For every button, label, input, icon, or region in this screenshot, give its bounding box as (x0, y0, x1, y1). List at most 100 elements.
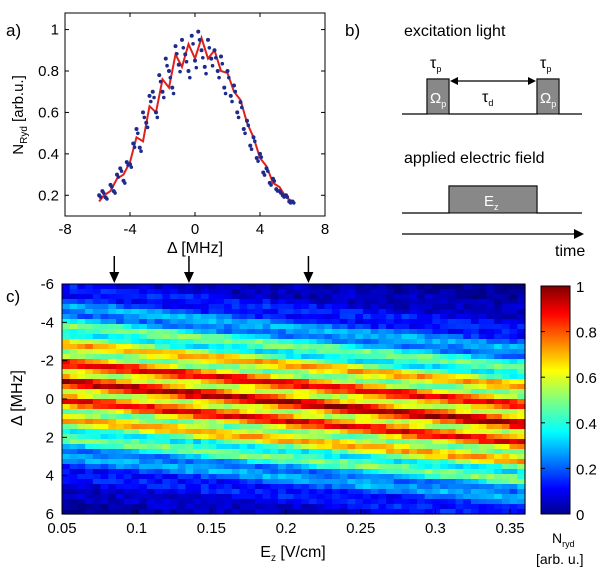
heatmap-cell (62, 439, 71, 445)
heatmap-cell (308, 329, 318, 335)
heatmap-cell (100, 299, 109, 305)
heatmap-cell (432, 479, 441, 485)
heatmap-cell (463, 309, 472, 315)
panel-a-plot: -8 -4 0 4 8 0.20.40.60.81 Δ [MHz] NRyd [arb.… (10, 12, 329, 257)
heatmap-cell (393, 349, 403, 355)
heatmap-cell (517, 444, 526, 450)
heatmap-cell (131, 479, 140, 485)
heatmap-cell (501, 409, 511, 415)
heatmap-cell (208, 379, 217, 385)
heatmap-cell (486, 469, 495, 475)
heatmap-cell (386, 414, 395, 420)
heatmap-cell (447, 354, 457, 360)
heatmap-cell (247, 304, 256, 310)
heatmap-cell (62, 284, 71, 290)
heatmap-cell (416, 324, 426, 330)
heatmap-cell (62, 389, 71, 395)
heatmap-cell (470, 464, 480, 470)
heatmap-cell (517, 364, 526, 370)
heatmap-cell (146, 504, 156, 510)
heatmap-cell (146, 369, 156, 375)
heatmap-cell (139, 419, 148, 425)
heatmap-cell (393, 434, 403, 440)
heatmap-cell (285, 324, 295, 330)
heatmap-cell (123, 399, 133, 405)
heatmap-cell (85, 364, 94, 370)
heatmap-cell (470, 444, 480, 450)
heatmap-cell (200, 464, 210, 470)
heatmap-cell (486, 484, 495, 490)
heatmap-cell (146, 384, 156, 390)
heatmap-cell (293, 364, 302, 370)
heatmap-cell (208, 294, 217, 300)
heatmap-cell (116, 354, 125, 360)
heatmap-cell (362, 299, 372, 305)
heatmap-cell (470, 479, 480, 485)
heatmap-cell (285, 414, 295, 420)
heatmap-cell (470, 299, 480, 305)
heatmap-cell (509, 509, 518, 515)
heatmap-cell (463, 369, 472, 375)
heatmap-cell (123, 449, 133, 455)
heatmap-cell (177, 509, 187, 515)
heatmap-cell (478, 419, 488, 425)
heatmap-cell (262, 499, 271, 505)
heatmap-cell (293, 349, 302, 355)
heatmap-cell (77, 324, 86, 330)
heatmap-cell (247, 394, 256, 400)
heatmap-cell (332, 404, 341, 410)
heatmap-cell (347, 319, 356, 325)
heatmap-cell (293, 289, 302, 295)
heatmap-cell (324, 314, 333, 320)
heatmap-cell (131, 374, 140, 380)
data-point (165, 63, 169, 68)
heatmap-cell (293, 344, 302, 350)
heatmap-cell (370, 509, 379, 515)
heatmap-cell (501, 324, 511, 330)
heatmap-cell (216, 484, 225, 490)
heatmap-cell (100, 394, 109, 400)
heatmap-cell (193, 439, 202, 445)
heatmap-cell (455, 509, 464, 515)
heatmap-cell (347, 419, 356, 425)
heatmap-cell (362, 424, 372, 430)
heatmap-cell (62, 369, 71, 375)
data-point (225, 69, 230, 73)
heatmap-cell (116, 489, 125, 495)
heatmap-cell (293, 369, 302, 375)
heatmap-cell (401, 419, 410, 425)
heatmap-cell (77, 394, 86, 400)
heatmap-cell (123, 459, 133, 465)
heatmap-cell (378, 369, 387, 375)
heatmap-cell (362, 354, 372, 360)
heatmap-cell (162, 359, 171, 365)
heatmap-cell (378, 494, 387, 500)
heatmap-cell (231, 364, 241, 370)
heatmap-cell (270, 504, 279, 510)
heatmap-cell (416, 364, 426, 370)
heatmap-cell (177, 419, 187, 425)
heatmap-cell (301, 299, 310, 305)
heatmap-cell (332, 299, 341, 305)
heatmap-cell (146, 314, 156, 320)
heatmap-cell (208, 339, 217, 345)
heatmap-cell (200, 469, 210, 475)
heatmap-cell (339, 284, 349, 290)
heatmap-cell (455, 314, 464, 320)
heatmap-cell (285, 344, 295, 350)
heatmap-cell (224, 369, 233, 375)
heatmap-cell (154, 474, 163, 480)
heatmap-cell (517, 359, 526, 365)
heatmap-cell (432, 464, 441, 470)
heatmap-cell (278, 314, 287, 320)
heatmap-cell (185, 504, 194, 510)
heatmap-cell (131, 394, 140, 400)
heatmap-cell (440, 329, 449, 335)
heatmap-cell (116, 384, 125, 390)
heatmap-cell (432, 449, 441, 455)
heatmap-cell (69, 284, 79, 290)
heatmap-cell (447, 339, 457, 345)
heatmap-cell (301, 484, 310, 490)
heatmap-cell (470, 494, 480, 500)
heatmap-cell (494, 489, 503, 495)
